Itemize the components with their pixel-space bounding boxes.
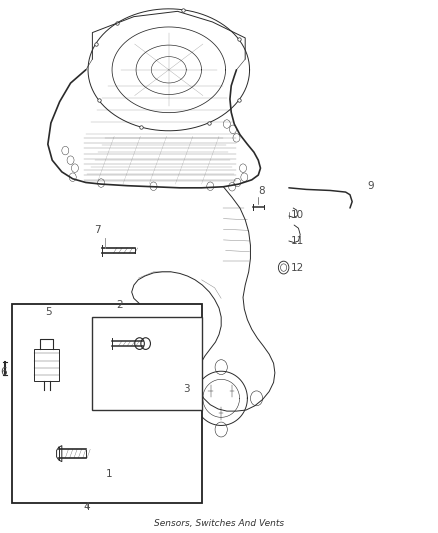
Text: 11: 11 — [290, 236, 304, 246]
Text: 9: 9 — [367, 181, 374, 191]
Text: 5: 5 — [46, 307, 52, 317]
Text: 6: 6 — [1, 367, 7, 377]
Bar — [34, 349, 59, 381]
FancyBboxPatch shape — [92, 317, 201, 410]
Text: 1: 1 — [106, 469, 112, 479]
FancyBboxPatch shape — [12, 304, 201, 503]
Text: Sensors, Switches And Vents: Sensors, Switches And Vents — [154, 519, 284, 528]
Text: 3: 3 — [183, 384, 190, 394]
Text: 8: 8 — [258, 187, 265, 196]
Text: 10: 10 — [290, 211, 304, 221]
Text: 12: 12 — [290, 263, 304, 272]
Text: 4: 4 — [84, 502, 91, 512]
Text: 2: 2 — [116, 300, 123, 310]
Text: 7: 7 — [94, 224, 101, 235]
